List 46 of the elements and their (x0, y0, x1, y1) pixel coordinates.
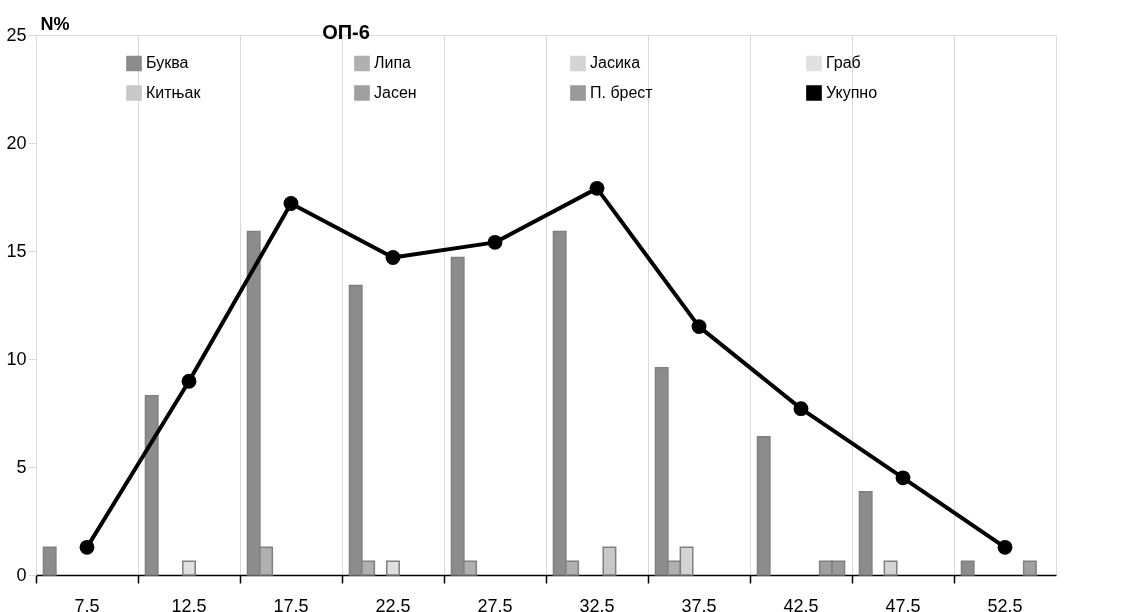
legend-label: Китњак (146, 84, 202, 101)
y-axis-title: N% (40, 13, 70, 34)
y-tick-label: 10 (6, 348, 27, 369)
point (181, 373, 197, 389)
legend-label: Јасен (374, 84, 417, 101)
y-tick-label: 0 (16, 564, 27, 585)
legend-label: Буква (146, 54, 189, 72)
bar (182, 560, 196, 576)
point (283, 196, 299, 211)
bar (858, 491, 873, 576)
bar (1022, 560, 1037, 576)
legend-label: Јасика (590, 54, 641, 72)
x-tick-label: 52.5 (987, 595, 1023, 612)
y-tick-label: 15 (6, 240, 27, 261)
y-tick-label: 5 (16, 456, 27, 477)
x-tick-label: 37.5 (681, 595, 717, 612)
bar (756, 436, 771, 576)
point (997, 539, 1013, 555)
bar (386, 560, 400, 576)
x-tick-label: 17.5 (273, 595, 309, 612)
bar (144, 394, 159, 576)
bar (602, 546, 617, 576)
point (487, 234, 503, 250)
y-tick-label: 20 (6, 132, 27, 153)
point (79, 539, 95, 555)
x-tick-label: 12.5 (171, 595, 207, 612)
bar (960, 560, 975, 576)
bar (883, 560, 898, 576)
x-tick-label: 22.5 (375, 595, 411, 612)
legend-label: П. брест (590, 84, 654, 101)
x-tick-label: 42.5 (783, 595, 819, 612)
point (589, 180, 605, 196)
x-tick-label: 27.5 (477, 595, 513, 612)
bar (42, 546, 57, 576)
legend-label: Граб (826, 54, 861, 72)
x-tick-label: 7.5 (74, 595, 100, 612)
legend-label: Липа (374, 54, 412, 72)
chart-title: ОП-6 (322, 21, 370, 43)
x-tick-label: 47.5 (885, 595, 921, 612)
legend-label: Укупно (826, 84, 878, 101)
point (691, 319, 707, 334)
y-tick-label: 25 (6, 24, 27, 45)
point (895, 470, 911, 486)
x-tick-label: 32.5 (579, 595, 615, 612)
point (793, 401, 809, 417)
point (385, 250, 401, 265)
